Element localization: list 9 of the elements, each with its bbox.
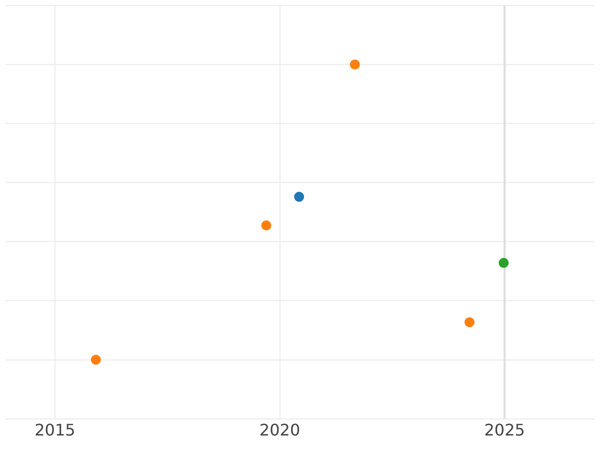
point xyxy=(294,192,304,202)
x-tick-label: 2020 xyxy=(259,420,300,440)
x-tick-label: 2015 xyxy=(34,420,76,440)
point xyxy=(261,220,272,230)
point xyxy=(464,317,475,328)
point xyxy=(90,354,101,365)
x-tick-label: 2025 xyxy=(484,420,525,440)
point xyxy=(498,258,509,268)
point xyxy=(350,60,360,70)
